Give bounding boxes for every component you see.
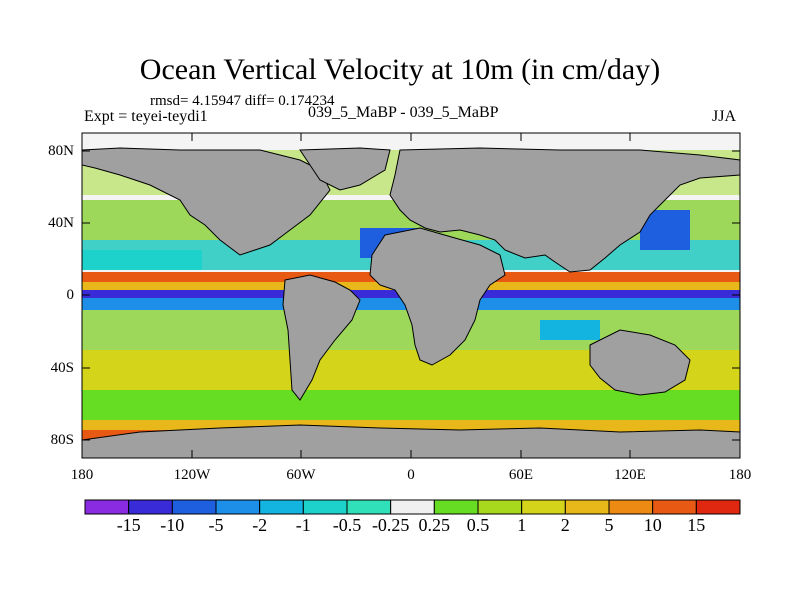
colorbar-swatch <box>390 499 435 515</box>
colorbar-label: -10 <box>160 515 185 535</box>
colorbar-swatch <box>84 499 130 515</box>
colorbar-swatch <box>564 499 610 515</box>
colorbar-label: 15 <box>687 515 706 535</box>
colorbar-swatch <box>652 499 697 515</box>
colorbar-label: 2 <box>560 515 570 535</box>
map-title: Ocean Vertical Velocity at 10m (in cm/da… <box>139 53 661 86</box>
colorbar-label: -15 <box>116 515 141 535</box>
experiment-label: Expt = teyei-teydi1 <box>84 108 208 125</box>
colorbar <box>84 499 741 515</box>
colorbar-label: 5 <box>604 515 614 535</box>
colorbar-label: 1 <box>517 515 527 535</box>
lat-tick-marks <box>82 150 740 441</box>
land-layer <box>81 147 741 459</box>
colorbar-label: -0.5 <box>332 515 362 535</box>
north-america <box>81 147 331 256</box>
colorbar-swatch <box>171 499 217 515</box>
lon-label-0: 0 <box>407 467 415 483</box>
colorbar-swatch <box>128 499 173 515</box>
south-america <box>282 274 361 401</box>
colorbar-label: -0.25 <box>371 515 410 535</box>
lon-label-60w: 60W <box>286 467 316 483</box>
lat-label-80n: 80N <box>48 143 74 159</box>
colorbar-swatch <box>608 499 654 515</box>
lon-label-60e: 60E <box>508 467 534 483</box>
colorbar-label: 10 <box>643 515 662 535</box>
lat-label-40s: 40S <box>50 360 74 376</box>
center-label: 039_5_MaBP - 039_5_MaBP <box>308 104 499 121</box>
season-label: JJA <box>712 108 737 125</box>
colorbar-swatch <box>215 499 261 515</box>
lon-label-120e: 120E <box>614 467 646 483</box>
colorbar-label: -1 <box>295 515 311 535</box>
stats-line: rmsd= 4.15947 diff= 0.174234 <box>150 93 335 109</box>
eurasia <box>389 147 741 273</box>
lon-label-180e: 180 <box>728 467 752 483</box>
ocean-patch-indian <box>540 320 600 340</box>
colorbar-swatch <box>477 499 523 515</box>
lat-label-40n: 40N <box>48 215 74 231</box>
greenland <box>299 147 391 191</box>
colorbar-swatch <box>521 499 566 515</box>
africa <box>369 227 506 366</box>
lon-label-180w: 180 <box>70 467 94 483</box>
australia <box>589 329 691 396</box>
colorbar-swatch <box>259 499 304 515</box>
colorbar-swatch <box>695 499 741 515</box>
lat-label-eq: 0 <box>66 287 75 303</box>
lon-tick-marks <box>191 133 631 458</box>
colorbar-swatch <box>346 499 392 515</box>
colorbar-swatch <box>433 499 479 515</box>
lat-label-80s: 80S <box>50 432 74 448</box>
ocean-patch-pacific-east <box>82 250 202 270</box>
lon-label-120w: 120W <box>173 467 211 483</box>
colorbar-swatch <box>302 499 348 515</box>
colorbar-label: 0.5 <box>466 515 490 535</box>
colorbar-label: -5 <box>208 515 224 535</box>
colorbar-label: -2 <box>252 515 268 535</box>
colorbar-label: 0.25 <box>418 515 451 535</box>
map-panel <box>81 132 741 459</box>
ocean-band-acc <box>82 390 740 420</box>
